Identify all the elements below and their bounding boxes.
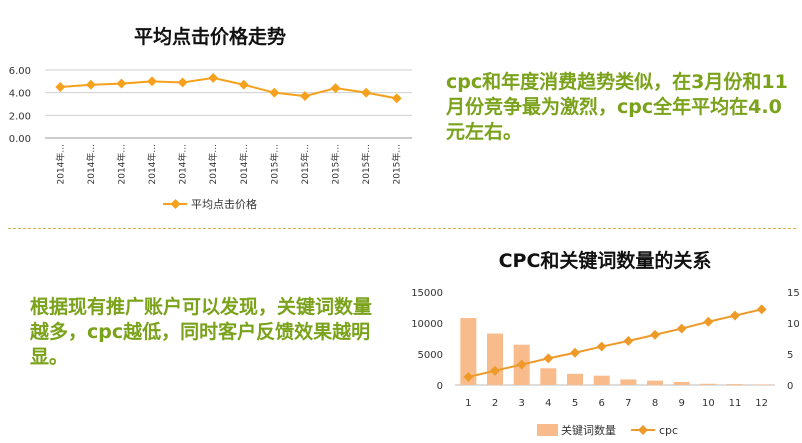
cpc-point — [676, 323, 687, 334]
section-divider — [8, 228, 796, 229]
keyword-count-bar — [540, 368, 557, 385]
x-tick-label: 2015年... — [268, 144, 280, 185]
legend-marker — [170, 199, 181, 209]
x-tick-label: 2014年... — [85, 144, 97, 185]
legend-label: 平均点击价格 — [191, 197, 257, 211]
price-point — [85, 79, 96, 90]
left-y-tick-label: 0 — [437, 381, 443, 392]
x-tick-label: 2 — [492, 398, 498, 409]
x-tick-label: 3 — [518, 398, 524, 409]
cpc-point — [623, 336, 634, 346]
cpc-trend-note: cpc和年度消费趋势类似，在3月份和11月份竞争最为激烈，cpc全年平均在4.0… — [446, 71, 788, 143]
y-tick-label: 2.00 — [9, 111, 31, 122]
chart1-title: 平均点击价格走势 — [133, 26, 286, 48]
price-point — [177, 77, 188, 88]
x-tick-label: 2014年... — [146, 144, 158, 185]
price-series-line — [60, 76, 397, 100]
x-tick-label: 11 — [729, 398, 742, 409]
cpc-point — [543, 353, 554, 364]
chart1-avg-click-price: 6.00 4.00 2.00 0.00 2014年... 2014年... 2014年..… — [9, 66, 412, 211]
cpc-point — [756, 304, 767, 315]
x-tick-label: 6 — [598, 398, 604, 409]
keyword-count-bar — [620, 379, 637, 385]
x-tick-label: 12 — [755, 398, 768, 409]
x-tick-label: 2014年... — [115, 144, 127, 185]
right-y-tick-label: 5 — [787, 350, 793, 361]
keyword-count-bar — [460, 318, 477, 385]
right-y-tick-label: 15 — [787, 288, 800, 299]
x-tick-label: 10 — [702, 398, 715, 409]
left-y-tick-label: 10000 — [411, 319, 443, 330]
cpc-point — [730, 310, 740, 321]
legend-bar-swatch — [537, 424, 558, 436]
price-point — [55, 82, 66, 92]
left-y-tick-label: 5000 — [418, 350, 443, 361]
keyword-count-bar — [567, 373, 583, 385]
right-y-tick-label: 0 — [787, 381, 793, 392]
price-point — [116, 78, 127, 89]
keyword-count-bar — [647, 380, 663, 385]
keyword-count-note: 根据现有推广账户可以发现，关键词数量越多，cpc越低，同时客户反馈效果越明显。 — [30, 296, 373, 368]
y-tick-label: 4.00 — [9, 89, 31, 100]
keyword-count-bar — [727, 384, 743, 385]
legend-line-label: cpc — [659, 424, 678, 437]
cpc-point — [703, 316, 714, 327]
x-tick-label: 2014年... — [238, 144, 250, 185]
legend-bar-label: 关键词数量 — [561, 423, 616, 437]
x-tick-label: 2014年... — [177, 144, 189, 185]
x-tick-label: 5 — [572, 398, 578, 409]
legend-line-marker — [638, 425, 648, 435]
x-tick-label: 2015年... — [360, 144, 372, 185]
keyword-count-bar — [700, 383, 717, 385]
price-point — [208, 72, 219, 83]
keyword-count-bar — [673, 381, 690, 385]
x-tick-label: 2015年... — [299, 144, 311, 185]
cpc-series-line — [468, 308, 762, 378]
keyword-count-bar — [487, 333, 503, 385]
x-tick-label: 1 — [465, 398, 471, 409]
y-tick-label: 6.00 — [9, 66, 31, 77]
x-tick-label: 7 — [625, 398, 631, 409]
x-tick-label: 4 — [545, 398, 551, 409]
cpc-point — [570, 347, 580, 358]
x-tick-label: 2015年... — [391, 144, 403, 185]
x-tick-label: 8 — [652, 398, 658, 409]
keyword-count-bar — [593, 375, 610, 385]
keyword-count-bar — [753, 384, 770, 385]
right-y-tick-label: 10 — [787, 319, 800, 330]
x-tick-label: 9 — [678, 398, 684, 409]
cpc-point — [596, 341, 607, 352]
x-tick-label: 2014年... — [54, 144, 66, 185]
price-point — [238, 79, 249, 90]
x-tick-label: 2014年... — [207, 144, 219, 185]
y-tick-label: 0.00 — [9, 134, 31, 145]
left-y-tick-label: 15000 — [411, 288, 443, 299]
price-point — [391, 93, 402, 104]
x-tick-label: 2015年... — [330, 144, 342, 185]
cpc-point — [650, 329, 660, 340]
chart2-title: CPC和关键词数量的关系 — [498, 250, 712, 272]
price-point — [330, 83, 341, 94]
price-point — [147, 76, 157, 87]
price-point — [361, 87, 372, 98]
price-point — [269, 87, 280, 98]
